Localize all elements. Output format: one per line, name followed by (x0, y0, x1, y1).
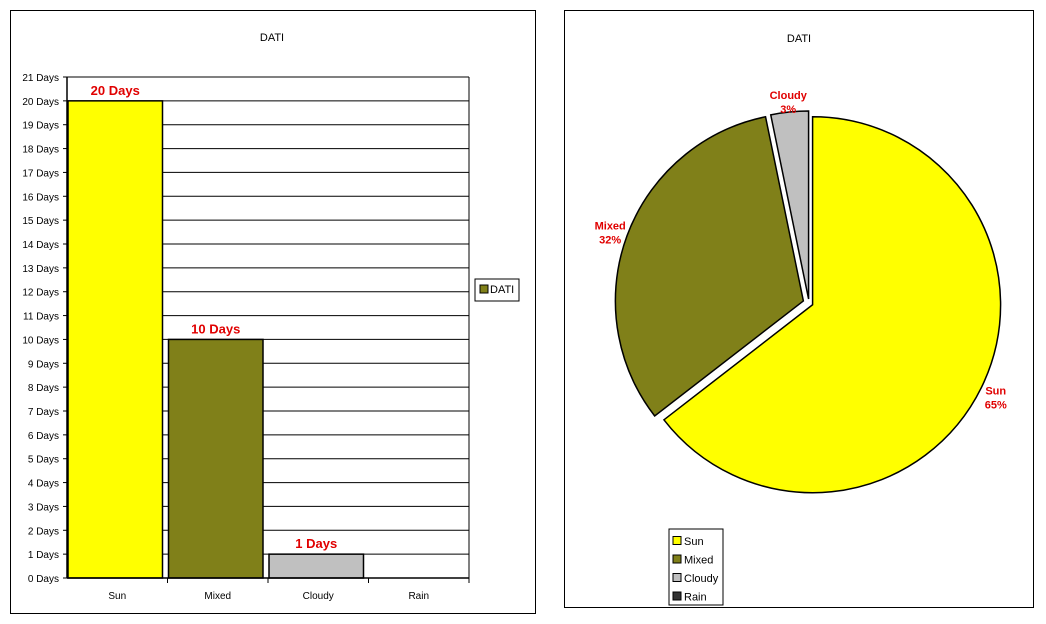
pie-legend-swatch-sun (672, 536, 682, 545)
pie-label-name: Cloudy (770, 90, 808, 102)
pie-label-percent: 65% (985, 400, 1007, 412)
x-tick-label-cloudy: Cloudy (303, 591, 334, 602)
pie-label-cloudy: Cloudy 3% (770, 90, 808, 116)
pie-chart-title: DATI (787, 33, 811, 45)
bar-legend-swatch (479, 284, 489, 294)
y-tick-label: 18 Days (22, 145, 59, 156)
y-tick-label: 17 Days (22, 168, 59, 179)
pie-legend-swatch-rain (672, 591, 682, 601)
pie-legend-label-mixed: Mixed (684, 555, 713, 567)
y-tick-label: 4 Days (28, 479, 59, 490)
y-tick-label: 9 Days (28, 359, 59, 370)
pie-legend-label-rain: Rain (684, 592, 707, 604)
pie-label-name: Mixed (595, 220, 626, 232)
data-label-cloudy: 1 Days (295, 536, 337, 551)
pie-legend-swatch-mixed (672, 554, 682, 564)
pie-legend: Sun Mixed Cloudy Rain (668, 528, 724, 606)
bar-sun (67, 100, 164, 579)
y-tick-label: 21 Days (22, 73, 59, 84)
y-tick-label: 0 Days (28, 574, 59, 585)
y-tick-label: 5 Days (28, 455, 59, 466)
pie-slice-mixed (614, 115, 805, 418)
pie-chart: DATI Sun 65% Mixed 32% Cloudy 3% Sun Mixed Clou… (595, 33, 1007, 606)
bar-mixed (167, 338, 264, 579)
bar-chart-panel: DATI 0 Days 1 Days 2 Days 3 Days 4 Days 5 Day… (10, 10, 536, 614)
pie-legend-label-cloudy: Cloudy (684, 573, 719, 585)
y-tick-label: 10 Days (22, 335, 59, 346)
bar-chart: DATI 0 Days 1 Days 2 Days 3 Days 4 Days 5 Day… (22, 32, 520, 602)
y-tick-label: 7 Days (28, 407, 59, 418)
pie-slice-cloudy (769, 110, 810, 300)
y-tick-label: 11 Days (23, 312, 59, 323)
data-label-mixed: 10 Days (191, 321, 240, 336)
y-tick-label: 15 Days (22, 216, 59, 227)
data-label-sun: 20 Days (91, 83, 140, 98)
pie-label-mixed: Mixed 32% (595, 220, 626, 246)
pie-label-sun: Sun 65% (985, 386, 1007, 412)
y-tick-label: 20 Days (22, 97, 59, 108)
bar-legend: DATI (474, 278, 520, 302)
y-tick-label: 16 Days (22, 192, 59, 203)
y-tick-label: 8 Days (28, 383, 59, 394)
y-tick-label: 19 Days (22, 121, 59, 132)
pie-legend-swatch-cloudy (672, 573, 682, 582)
y-tick-label: 12 Days (22, 288, 59, 299)
x-tick-label-rain: Rain (408, 591, 429, 602)
bar-legend-label: DATI (490, 284, 514, 296)
pie-label-percent: 3% (780, 104, 796, 116)
bar-chart-title: DATI (260, 32, 284, 44)
y-tick-label: 1 Days (28, 550, 59, 561)
pie-slice-sun (662, 116, 1002, 494)
pie-label-percent: 32% (599, 234, 621, 246)
y-tick-label: 13 Days (22, 264, 59, 275)
y-tick-label: 3 Days (28, 502, 59, 513)
y-tick-label: 14 Days (22, 240, 59, 251)
pie-legend-label-sun: Sun (684, 536, 704, 548)
pie-label-name: Sun (985, 386, 1006, 398)
x-tick-label-mixed: Mixed (204, 591, 231, 602)
y-tick-label: 2 Days (28, 526, 59, 537)
bar-cloudy (268, 553, 365, 579)
x-tick-label-sun: Sun (108, 591, 126, 602)
y-tick-label: 6 Days (28, 431, 59, 442)
pie-chart-panel: DATI Sun 65% Mixed 32% Cloudy 3% Sun Mixed Clou… (564, 10, 1034, 608)
